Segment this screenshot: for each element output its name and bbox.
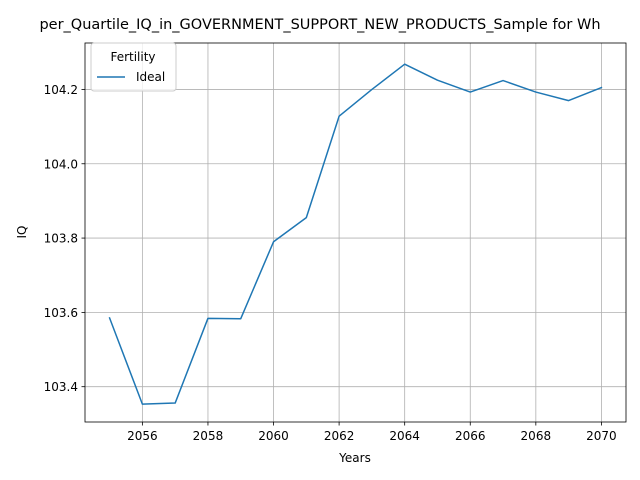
- legend-entry-label: Ideal: [136, 70, 165, 84]
- y-tick-label: 104.0: [44, 157, 78, 171]
- legend-title: Fertility: [110, 50, 155, 64]
- legend: Fertility Ideal: [90, 42, 177, 92]
- y-tick-label: 103.8: [44, 232, 78, 246]
- x-tick-label: 2064: [389, 429, 420, 443]
- y-tick-label: 103.4: [44, 380, 78, 394]
- y-axis-label: IQ: [15, 226, 29, 239]
- series-line-ideal: [108, 63, 603, 405]
- x-tick-label: 2066: [455, 429, 486, 443]
- plot-frame: [84, 42, 627, 423]
- x-tick-label: 2070: [586, 429, 617, 443]
- x-tick-label: 2062: [324, 429, 355, 443]
- x-tick-label: 2058: [193, 429, 224, 443]
- grid-lines: [85, 43, 626, 422]
- x-axis-label: Years: [338, 451, 371, 465]
- axis-ticks: 2056 2058 2060 2062 2064 2066 2068 2070 103.4 103…: [44, 83, 617, 443]
- y-tick-label: 103.6: [44, 306, 78, 320]
- x-tick-label: 2060: [258, 429, 289, 443]
- chart-title: per_Quartile_IQ_in_GOVERNMENT_SUPPORT_NE…: [39, 17, 600, 33]
- x-tick-label: 2068: [521, 429, 552, 443]
- series-layer: [108, 63, 603, 405]
- x-tick-label: 2056: [127, 429, 158, 443]
- legend-box: [90, 42, 177, 92]
- y-tick-label: 104.2: [44, 83, 78, 97]
